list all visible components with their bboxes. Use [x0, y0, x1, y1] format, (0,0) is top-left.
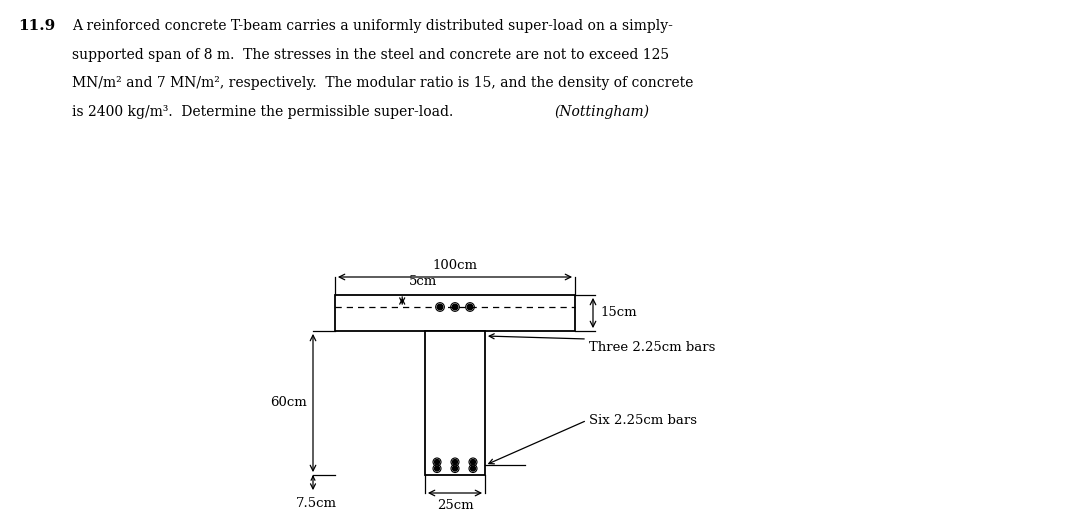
Circle shape — [453, 466, 458, 471]
Text: is 2400 kg/m³.  Determine the permissible super-load.: is 2400 kg/m³. Determine the permissible… — [72, 104, 462, 119]
Text: 7.5cm: 7.5cm — [296, 497, 336, 510]
Text: Six 2.25cm bars: Six 2.25cm bars — [589, 414, 697, 427]
Text: Three 2.25cm bars: Three 2.25cm bars — [589, 341, 715, 354]
Circle shape — [471, 466, 475, 471]
Text: 60cm: 60cm — [270, 396, 307, 409]
Text: A reinforced concrete T-beam carries a uniformly distributed super-load on a sim: A reinforced concrete T-beam carries a u… — [72, 19, 673, 33]
Circle shape — [471, 460, 475, 464]
Text: 5cm: 5cm — [410, 275, 438, 288]
Text: 25cm: 25cm — [436, 499, 473, 512]
Text: 11.9: 11.9 — [18, 19, 55, 33]
Circle shape — [468, 304, 473, 310]
Circle shape — [434, 466, 440, 471]
Text: 15cm: 15cm — [600, 307, 636, 319]
Circle shape — [438, 304, 443, 310]
Text: 100cm: 100cm — [432, 259, 477, 272]
Text: MN/m² and 7 MN/m², respectively.  The modular ratio is 15, and the density of co: MN/m² and 7 MN/m², respectively. The mod… — [72, 76, 693, 90]
Text: (Nottingham): (Nottingham) — [554, 104, 649, 119]
Bar — [425, 331, 485, 475]
Bar — [335, 295, 575, 331]
Text: supported span of 8 m.  The stresses in the steel and concrete are not to exceed: supported span of 8 m. The stresses in t… — [72, 47, 669, 62]
Circle shape — [453, 304, 458, 310]
Circle shape — [434, 460, 440, 464]
Circle shape — [453, 460, 458, 464]
